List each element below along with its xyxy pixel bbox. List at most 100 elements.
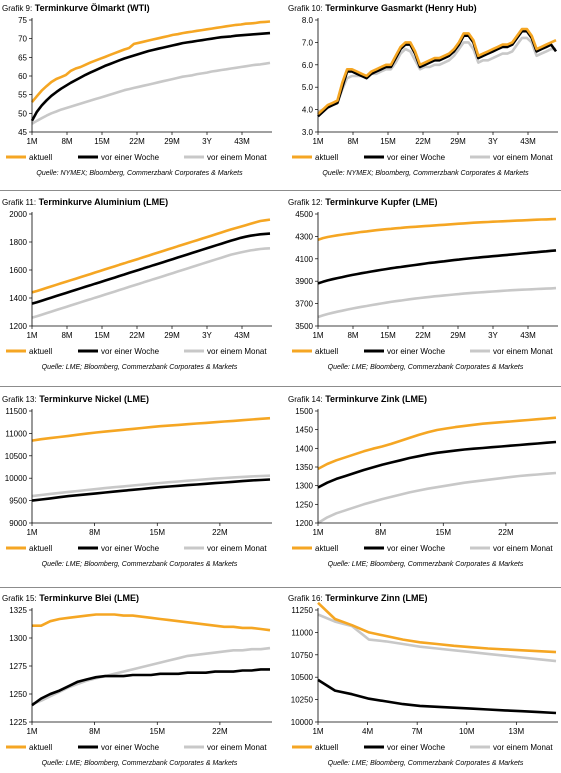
chart-number: Grafik 15: (2, 594, 37, 603)
chart-number: Grafik 11: (2, 198, 37, 207)
source-note: Quelle: NYMEX; Bloomberg, Commerzbank Co… (322, 170, 529, 177)
x-tick-label: 7M (412, 727, 423, 736)
y-tick-label: 9000 (9, 519, 27, 528)
chart-title: Grafik 16: Terminkurve Zinn (LME) (288, 593, 428, 603)
line-chart: 9000 9500 10000 10500 11000 11500 1M 8M 15M 22M ak… (5, 407, 272, 553)
y-tick-label: 50 (18, 109, 27, 118)
chart-panel: Grafik 15: Terminkurve Blei (LME) 1225 125… (2, 593, 277, 773)
x-tick-label: 22M (212, 727, 228, 736)
line-chart: 1200 1250 1300 1350 1400 1450 1500 1M 8M 15M 22M ak… (292, 407, 558, 553)
legend-label: aktuell (29, 544, 52, 553)
y-tick-label: 10250 (291, 696, 314, 705)
series-line (31, 646, 271, 706)
source-note: Quelle: LME; Bloomberg, Commerzbank Corp… (327, 364, 524, 371)
chart-title: Grafik 9: Terminkurve Ölmarkt (WTI) (2, 3, 150, 13)
chart-number: Grafik 12: (288, 198, 323, 207)
y-tick-label: 10750 (291, 651, 314, 660)
source-note: Quelle: LME; Bloomberg, Commerzbank Corp… (327, 561, 524, 568)
series-line (30, 31, 271, 122)
legend-label: vor einem Monat (207, 743, 267, 752)
chart-title: Grafik 15: Terminkurve Blei (LME) (2, 593, 139, 603)
y-tick-label: 10000 (291, 718, 314, 727)
x-tick-label: 8M (347, 137, 358, 146)
source-note: Quelle: LME; Bloomberg, Commerzbank Corp… (41, 364, 238, 371)
x-tick-label: 1M (312, 727, 323, 736)
y-tick-label: 2000 (9, 210, 27, 219)
y-tick-label: 55 (18, 91, 27, 100)
chart-title: Grafik 10: Terminkurve Gasmarkt (Henry H… (288, 3, 477, 13)
y-tick-label: 11000 (5, 429, 27, 438)
source-note: Quelle: LME; Bloomberg, Commerzbank Corp… (41, 561, 238, 568)
line-chart: 3500 3700 3900 4100 4300 4500 1M 8M 15M 22M 29M 3Y 4… (292, 210, 558, 356)
y-tick-label: 1325 (9, 606, 27, 615)
legend-label: vor einem Monat (207, 347, 267, 356)
x-tick-label: 22M (415, 137, 431, 146)
series-line (31, 232, 271, 305)
y-tick-label: 10500 (291, 673, 314, 682)
series-line (31, 474, 271, 498)
series-line (317, 36, 556, 113)
y-tick-label: 45 (18, 128, 27, 137)
y-tick-label: 1400 (295, 444, 313, 453)
x-tick-label: 1M (26, 528, 37, 537)
x-tick-label: 8M (347, 331, 358, 340)
series-line (317, 286, 557, 319)
series-line (317, 416, 557, 471)
chart-title-text: Terminkurve Kupfer (LME) (322, 197, 438, 207)
y-tick-label: 1450 (295, 426, 313, 435)
x-tick-label: 15M (149, 528, 165, 537)
chart-title: Grafik 12: Terminkurve Kupfer (LME) (288, 197, 438, 207)
x-tick-label: 43M (520, 331, 536, 340)
chart-panel: Grafik 11: Terminkurve Aluminium (LME) 12… (2, 197, 277, 377)
x-tick-label: 8M (61, 137, 72, 146)
legend-label: aktuell (315, 544, 338, 553)
x-tick-label: 8M (61, 331, 72, 340)
legend-label: aktuell (29, 743, 52, 752)
y-tick-label: 3.0 (302, 128, 314, 137)
y-tick-label: 1300 (295, 482, 313, 491)
y-tick-label: 70 (18, 35, 27, 44)
x-tick-label: 10M (459, 727, 475, 736)
legend-label: vor einem Monat (207, 153, 267, 162)
line-chart: 1225 1250 1275 1300 1325 1M 8M 15M 22M aktuell vor… (6, 606, 272, 752)
x-tick-label: 43M (520, 137, 536, 146)
series-line (31, 668, 270, 707)
chart-title: Grafik 11: Terminkurve Aluminium (LME) (2, 197, 168, 207)
series-line (31, 61, 271, 125)
source-note: Quelle: NYMEX; Bloomberg, Commerzbank Co… (36, 170, 243, 177)
x-tick-label: 29M (450, 137, 466, 146)
chart-title-text: Terminkurve Blei (LME) (36, 593, 140, 603)
x-tick-label: 3Y (488, 331, 498, 340)
y-tick-label: 4300 (295, 232, 313, 241)
series-line (31, 478, 271, 502)
chart-panel: Grafik 12: Terminkurve Kupfer (LME) 3500 3… (288, 197, 561, 377)
y-tick-label: 11000 (291, 628, 313, 637)
legend-label: vor einer Woche (101, 347, 160, 356)
y-tick-label: 1200 (9, 322, 27, 331)
legend-label: vor einem Monat (493, 153, 553, 162)
x-tick-label: 8M (89, 528, 100, 537)
y-tick-label: 1800 (9, 238, 27, 247)
source-note: Quelle: LME; Bloomberg, Commerzbank Corp… (327, 760, 524, 767)
x-tick-label: 8M (375, 528, 386, 537)
series-line (317, 678, 557, 715)
chart-number: Grafik 9: (2, 4, 33, 13)
x-tick-label: 13M (509, 727, 525, 736)
legend-label: aktuell (29, 347, 52, 356)
y-tick-label: 1200 (295, 519, 313, 528)
x-tick-label: 43M (234, 331, 250, 340)
legend-label: vor einer Woche (387, 153, 446, 162)
series-line (317, 601, 557, 654)
x-tick-label: 29M (450, 331, 466, 340)
x-tick-label: 3Y (488, 137, 498, 146)
y-tick-label: 11250 (291, 606, 313, 615)
series-line (317, 217, 557, 242)
series-line (317, 29, 558, 118)
series-line (31, 247, 271, 319)
x-tick-label: 1M (26, 331, 37, 340)
chart-panel: Grafik 16: Terminkurve Zinn (LME) 10000 10… (288, 593, 561, 773)
chart-panel: Grafik 10: Terminkurve Gasmarkt (Henry H… (288, 3, 561, 183)
x-tick-label: 22M (129, 137, 145, 146)
x-tick-label: 1M (312, 331, 323, 340)
chart-title-text: Terminkurve Nickel (LME) (36, 394, 150, 404)
